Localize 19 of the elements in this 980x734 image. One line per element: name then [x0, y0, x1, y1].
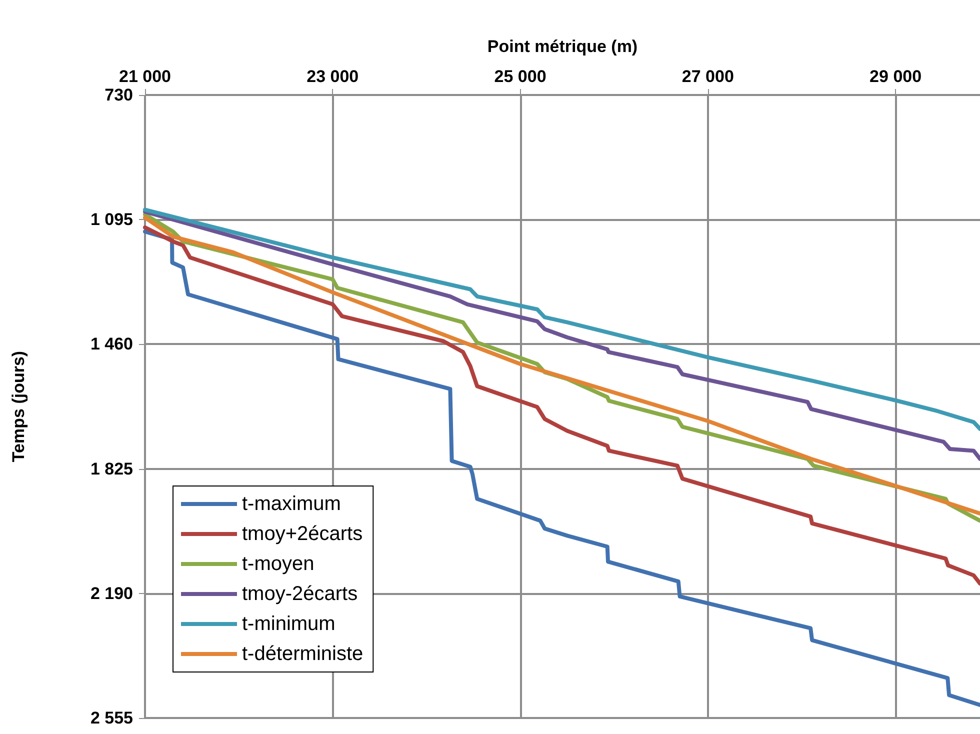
legend-label: tmoy-2écarts: [242, 583, 358, 605]
x-tick-label: 29 000: [870, 67, 922, 86]
x-tick-label: 25 000: [494, 67, 546, 86]
y-tick-label: 1 460: [90, 334, 133, 354]
legend-label: tmoy+2écarts: [242, 523, 363, 545]
y-tick-label: 2 555: [90, 708, 133, 728]
y-tick-label: 730: [104, 86, 133, 104]
y-axis-title: Temps (jours): [9, 350, 28, 462]
legend-label: t-minimum: [242, 613, 336, 635]
legend-label: t-moyen: [242, 553, 314, 575]
y-tick-label: 1 825: [90, 459, 133, 478]
y-tick-label: 1 095: [90, 210, 133, 230]
x-axis-title: Point métrique (m): [487, 37, 638, 56]
y-tick-label: 2 190: [90, 584, 133, 603]
legend-label: t-maximum: [242, 493, 341, 515]
x-tick-label: 21 000: [119, 67, 171, 86]
x-tick-label: 23 000: [306, 67, 359, 86]
legend-label: t-déterministe: [242, 643, 364, 665]
x-tick-label: 27 000: [682, 67, 734, 86]
